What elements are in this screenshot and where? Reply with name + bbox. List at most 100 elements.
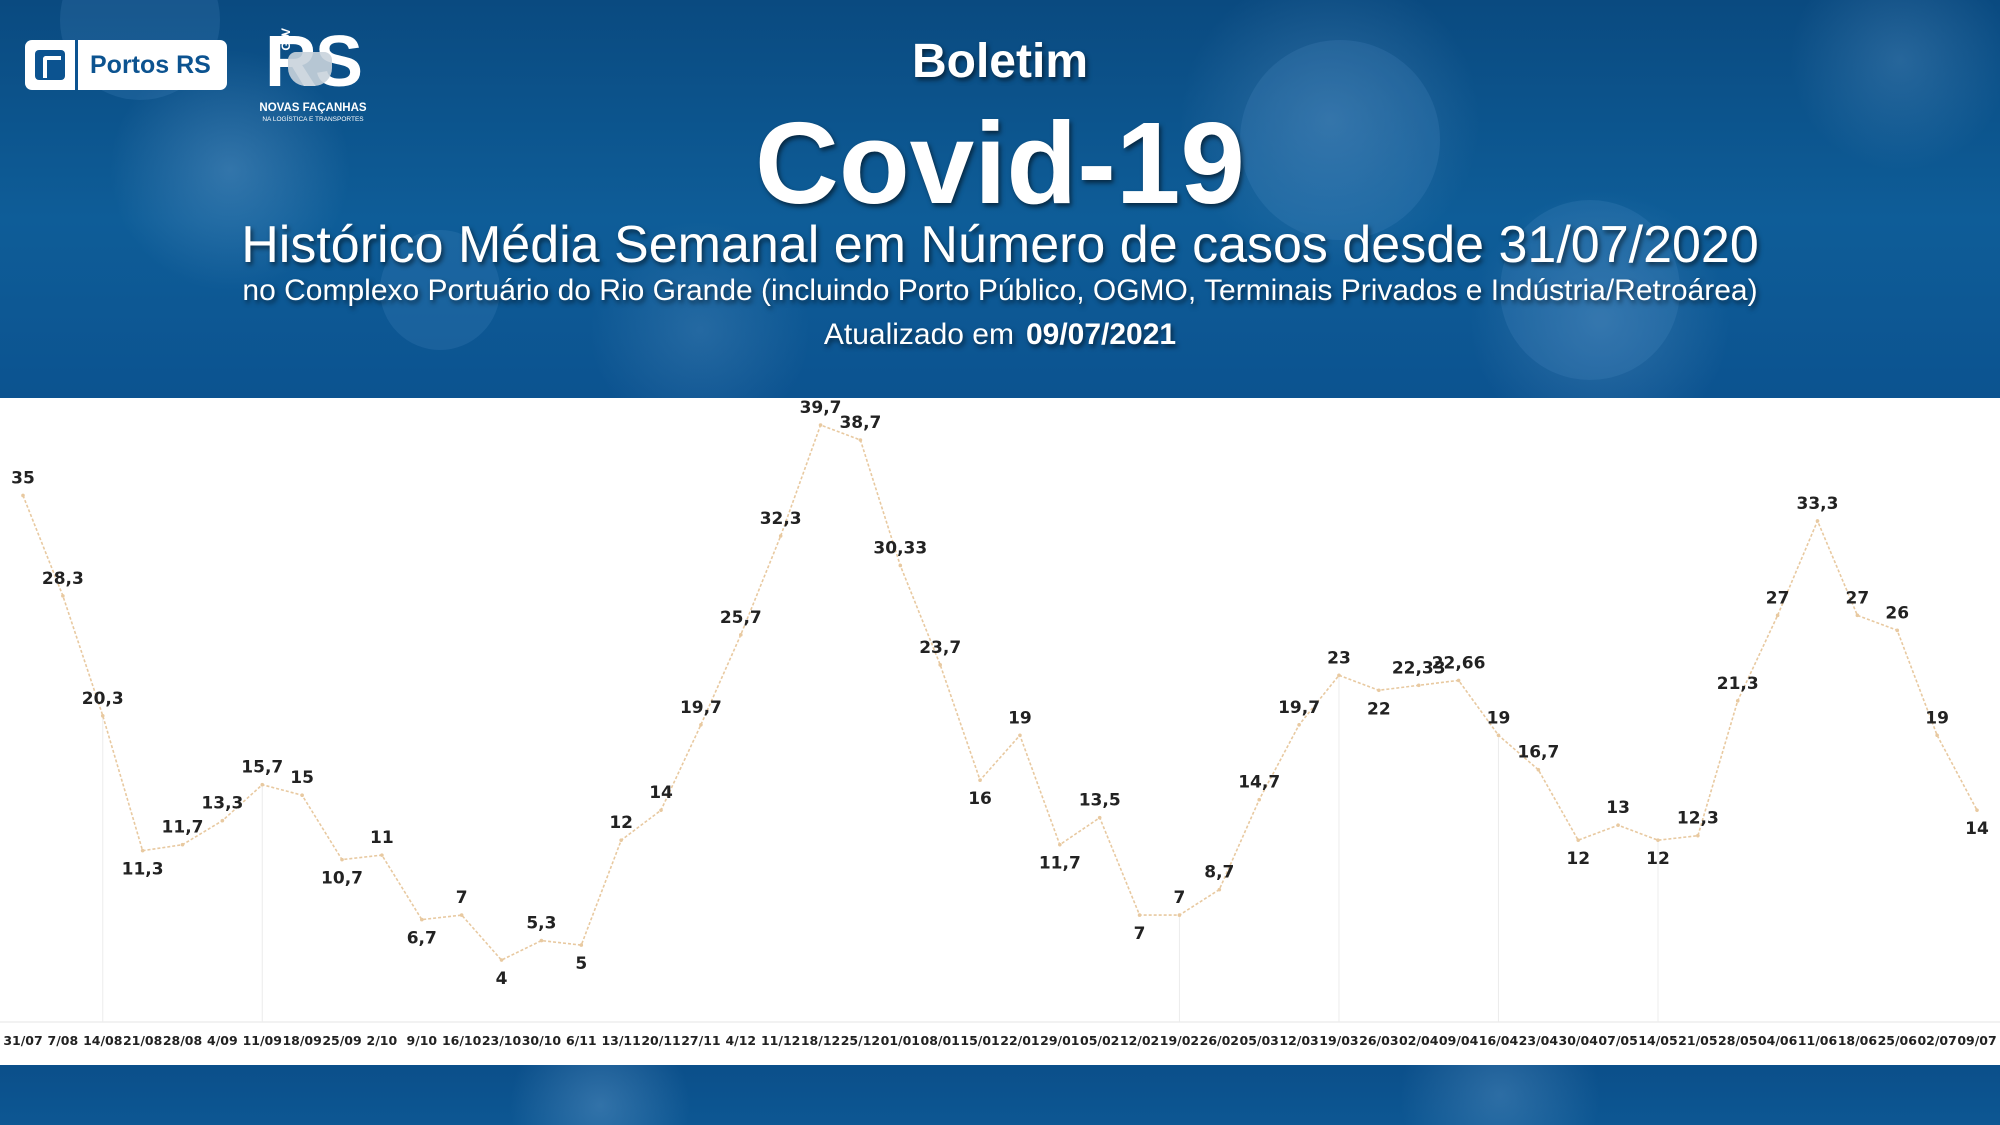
- x-tick-label: 4/12: [725, 1033, 756, 1048]
- data-label: 7: [1174, 888, 1186, 908]
- data-label: 32,3: [760, 509, 802, 529]
- data-point: [1576, 838, 1581, 842]
- data-label: 27: [1766, 588, 1790, 608]
- x-tick-label: 30/10: [522, 1033, 562, 1048]
- data-label: 30,33: [873, 538, 927, 558]
- data-label: 13,3: [201, 794, 243, 814]
- data-point: [778, 534, 783, 538]
- x-tick-label: 27/11: [681, 1033, 720, 1048]
- title-small: Boletim: [911, 35, 1088, 88]
- data-label: 27: [1846, 588, 1870, 608]
- x-tick-label: 26/02: [1200, 1033, 1239, 1048]
- data-point: [699, 722, 703, 727]
- updated-line: Atualizado em 09/07/2021: [0, 318, 2000, 352]
- data-label: 16: [968, 789, 992, 809]
- x-tick-label: 18/12: [801, 1033, 840, 1048]
- description: no Complexo Portuário do Rio Grande (inc…: [242, 274, 1758, 307]
- x-tick-label: 16/04: [1479, 1033, 1519, 1048]
- portos-rs-logo-text: Portos RS: [90, 50, 211, 79]
- chart-area: 35 28,3 20,3 11,3 11,7 13,3 15,7 15 10,7 11 6,7 7 4 5…: [0, 398, 2000, 1065]
- footer-banner: [0, 1065, 2000, 1125]
- data-label: 12: [609, 813, 633, 833]
- x-tick-label: 25/09: [322, 1033, 361, 1048]
- portos-rs-logo: Portos RS: [25, 40, 227, 90]
- data-label: 14: [1965, 819, 1989, 839]
- x-tick-label: 07/05: [1598, 1033, 1637, 1048]
- line-chart: 35 28,3 20,3 11,3 11,7 13,3 15,7 15 10,7 11 6,7 7 4 5…: [0, 398, 2000, 1048]
- data-point: [1058, 842, 1062, 847]
- data-point: [1456, 678, 1461, 683]
- data-label: 19,7: [1278, 698, 1320, 718]
- data-label: 22,66: [1432, 653, 1486, 673]
- data-point: [1775, 613, 1780, 618]
- data-point: [1137, 913, 1142, 917]
- x-tick-label: 25/12: [841, 1033, 880, 1048]
- data-point: [898, 563, 903, 568]
- data-point: [978, 778, 982, 783]
- data-label: 15: [290, 768, 314, 788]
- x-tick-label: 7/08: [48, 1033, 79, 1048]
- gov-rs-logo: GOV RS NOVAS FAÇANHAS NA LOGÍSTICA E TRA…: [248, 26, 378, 141]
- data-point: [1257, 797, 1262, 802]
- data-label: 19: [1487, 708, 1511, 728]
- data-point: [1097, 815, 1102, 820]
- data-label: 12: [1646, 849, 1670, 869]
- data-point: [100, 713, 105, 718]
- data-point: [61, 594, 65, 598]
- x-tick-label: 12/03: [1279, 1033, 1318, 1048]
- data-label: 5: [575, 954, 587, 974]
- mask-icon: [288, 52, 332, 86]
- data-label: 23,7: [919, 638, 961, 658]
- x-tick-label: 2/10: [367, 1033, 398, 1048]
- data-point: [1337, 673, 1341, 678]
- x-tick-label: 02/07: [1917, 1033, 1956, 1048]
- x-tick-label: 21/05: [1678, 1033, 1717, 1048]
- x-tick-label: 05/03: [1240, 1033, 1279, 1048]
- data-label: 21,3: [1717, 674, 1759, 694]
- data-point: [1815, 519, 1820, 523]
- data-point: [21, 493, 25, 498]
- data-label: 12: [1566, 849, 1590, 869]
- data-label: 19: [1008, 708, 1032, 728]
- x-tick-label: 29/01: [1040, 1033, 1079, 1048]
- data-point: [1416, 683, 1421, 688]
- data-point: [1377, 688, 1381, 693]
- data-point: [1536, 767, 1541, 772]
- data-label: 11,7: [162, 818, 204, 838]
- x-tick-label: 28/05: [1718, 1033, 1757, 1048]
- data-label: 6,7: [407, 929, 437, 949]
- data-point: [499, 958, 504, 962]
- x-tick-label: 14/05: [1638, 1033, 1677, 1048]
- x-tick-label: 11/09: [243, 1033, 282, 1048]
- x-tick-label: 09/07: [1957, 1033, 1996, 1048]
- data-label: 11,3: [122, 860, 164, 880]
- data-label: 4: [496, 969, 508, 989]
- x-tick-label: 30/04: [1559, 1033, 1599, 1048]
- series-line: [22, 423, 1978, 962]
- x-tick-label: 6/11: [566, 1033, 597, 1048]
- x-tick-label: 19/03: [1319, 1033, 1358, 1048]
- data-label: 16,7: [1517, 743, 1559, 763]
- portos-rs-icon: [25, 40, 78, 90]
- data-label: 38,7: [839, 413, 881, 433]
- data-point: [180, 842, 185, 847]
- data-point: [659, 808, 663, 812]
- data-point: [1217, 887, 1222, 892]
- x-tick-label: 21/08: [123, 1033, 162, 1048]
- x-tick-label: 02/04: [1399, 1033, 1439, 1048]
- data-label: 33,3: [1797, 494, 1839, 514]
- gov-rs-logo-text: GOV RS: [248, 26, 378, 98]
- data-point: [738, 633, 743, 637]
- data-label: 22,33: [1392, 658, 1446, 678]
- data-label: 28,3: [42, 569, 84, 589]
- data-point: [1696, 833, 1700, 838]
- data-label: 20,3: [82, 689, 124, 709]
- data-point: [1018, 733, 1022, 738]
- x-tick-label: 25/06: [1878, 1033, 1918, 1048]
- data-point: [419, 917, 424, 922]
- data-label: 22: [1367, 699, 1391, 719]
- virus-decoration: [1500, 200, 1680, 380]
- x-tick-label: 19/02: [1160, 1033, 1199, 1048]
- x-tick-label: 12/02: [1120, 1033, 1159, 1048]
- data-label: 15,7: [241, 758, 283, 778]
